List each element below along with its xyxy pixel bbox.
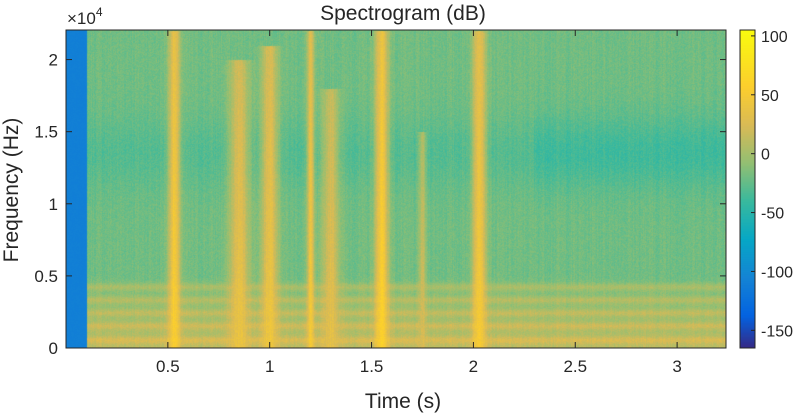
colorbar-frame bbox=[739, 29, 756, 349]
colorbar-tick-label: 100 bbox=[761, 29, 788, 46]
x-tick-label: 1 bbox=[265, 357, 274, 376]
x-tick-label: 0.5 bbox=[156, 357, 180, 376]
chart-title: Spectrogram (dB) bbox=[320, 2, 486, 25]
spectrogram-image bbox=[66, 30, 726, 348]
x-axis: 0.5 1 1.5 2 2.5 3 bbox=[156, 30, 682, 376]
x-tick-label: 3 bbox=[672, 357, 681, 376]
svg-text:×104: ×104 bbox=[67, 5, 103, 28]
x-axis-label: Time (s) bbox=[365, 390, 441, 413]
colorbar-tick-label: 0 bbox=[761, 147, 770, 164]
colorbar-tick-label: -50 bbox=[761, 206, 784, 223]
y-exponent-label: ×104 bbox=[67, 5, 103, 28]
colorbar-axis: 100 50 0 -50 -100 -150 bbox=[751, 29, 793, 340]
colorbar-tick-label: -100 bbox=[761, 264, 793, 281]
colorbar-gradient bbox=[740, 30, 755, 348]
y-axis: 0 0.5 1 1.5 2 bbox=[34, 51, 726, 358]
y-tick-label: 2 bbox=[49, 51, 58, 70]
y-tick-label: 0 bbox=[49, 339, 58, 358]
colorbar-tick-label: 50 bbox=[761, 88, 779, 105]
x-tick-label: 1.5 bbox=[360, 357, 384, 376]
y-axis-label: Frequency (Hz) bbox=[0, 118, 23, 263]
x-tick-label: 2.5 bbox=[563, 357, 587, 376]
y-tick-label: 0.5 bbox=[34, 267, 58, 286]
y-tick-label: 1 bbox=[49, 195, 58, 214]
plot-frame bbox=[65, 29, 727, 349]
colorbar bbox=[740, 30, 755, 348]
y-exponent-base: ×10 bbox=[67, 9, 96, 28]
y-exponent-power: 4 bbox=[96, 5, 103, 19]
y-tick-label: 1.5 bbox=[34, 123, 58, 142]
plot-area bbox=[66, 30, 726, 348]
x-tick-label: 2 bbox=[469, 357, 478, 376]
colorbar-tick-label: -150 bbox=[761, 323, 793, 340]
